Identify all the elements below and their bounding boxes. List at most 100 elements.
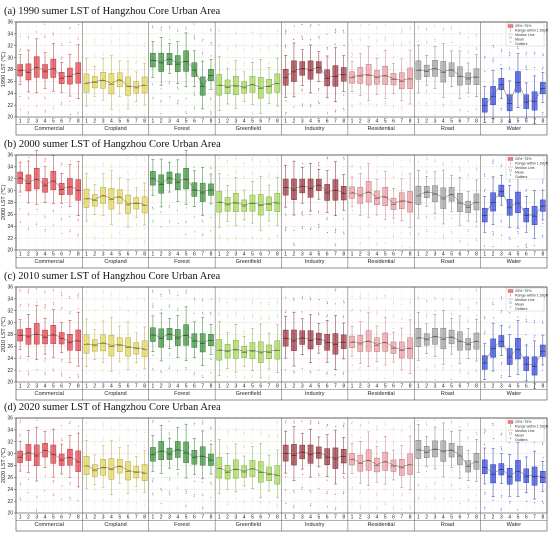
outlier-point [318,161,320,163]
outlier-point [317,89,320,91]
outlier-point [334,508,336,510]
outlier-point [86,499,88,501]
outlier-point [285,310,287,312]
box [150,171,156,186]
chart-panel-3: (c) 2010 sumer LST of Hangzhou Core Urba… [1,271,549,401]
legend-label: Mean [515,37,524,41]
outlier-point [243,318,245,320]
box [481,459,488,474]
outlier-point [542,55,544,57]
box [166,171,173,184]
x-tick-label: 3 [301,515,304,521]
outlier-point [185,491,187,493]
box [58,72,65,84]
outlier-point [426,29,428,31]
box [274,73,281,93]
x-tick-label: 6 [392,119,395,125]
chart-title: (b) 2000 sumer LST of Hangzhou Core Urba… [4,139,221,150]
x-tick-label: 7 [467,384,470,390]
outlier-point [28,214,30,216]
box [241,81,247,94]
outlier-point [61,101,63,104]
outlier-point [501,298,503,300]
outlier-point [52,290,54,292]
outlier-point [27,96,29,98]
outlier-point [60,58,62,60]
outlier-point [202,313,204,315]
category-label: Industry [305,522,325,528]
outlier-point [136,171,138,174]
x-tick-label: 8 [276,515,279,521]
outlier-point [533,442,535,444]
outlier-point [359,37,361,39]
outlier-point [176,209,178,211]
box [432,440,438,458]
outlier-point [401,372,403,375]
outlier-point [384,227,386,229]
outlier-point [210,482,212,484]
outlier-point [318,24,320,26]
x-tick-label: 2 [425,515,428,521]
outlier-point [342,315,344,317]
outlier-point [293,506,295,508]
outlier-point [293,25,295,27]
outlier-point [169,494,171,496]
outlier-point [475,107,477,110]
outlier-point [359,366,361,368]
box [531,206,538,225]
outlier-point [426,423,428,426]
outlier-point [151,492,154,494]
category-label: Commercial [35,259,64,265]
outlier-point [376,41,378,43]
outlier-point [284,44,286,46]
outlier-point [69,483,71,485]
outlier-point [28,98,30,100]
outlier-point [243,175,246,178]
outlier-point [144,241,146,243]
outlier-point [384,37,386,40]
outlier-point [152,354,154,356]
outlier-point [135,158,137,160]
outlier-point [234,158,237,160]
outlier-point [401,245,403,247]
box [199,333,206,353]
outlier-point [127,503,129,505]
outlier-point [36,497,38,499]
outlier-point [318,165,320,167]
legend-label: 25%~75% [515,24,532,28]
outlier-point [385,24,387,26]
outlier-point [36,419,38,421]
x-tick-label: 2 [160,515,163,521]
outlier-point [119,306,121,308]
outlier-point [492,162,494,164]
legend-label: Mean [515,433,524,437]
box [133,466,140,479]
outlier-point [525,190,527,192]
legend-swatch-mean [509,36,512,39]
outlier-point [335,245,337,247]
outlier-point [492,424,494,426]
outlier-point [492,423,494,425]
outlier-point [102,218,104,220]
box [233,339,239,359]
outlier-point [467,307,469,309]
x-tick-label: 5 [517,119,520,125]
outlier-point [285,297,287,299]
outlier-point [542,182,544,184]
outlier-point [542,322,544,324]
outlier-point [260,318,262,320]
outlier-point [509,500,511,503]
outlier-point [525,245,527,247]
outlier-point [28,305,30,307]
outlier-point [517,316,519,318]
outlier-point [459,168,461,170]
outlier-point [119,40,121,42]
y-tick-label: 34 [7,165,13,171]
outlier-point [102,54,105,56]
box [399,341,405,359]
outlier-point [318,488,320,490]
outlier-point [143,239,145,241]
outlier-point [160,99,162,101]
